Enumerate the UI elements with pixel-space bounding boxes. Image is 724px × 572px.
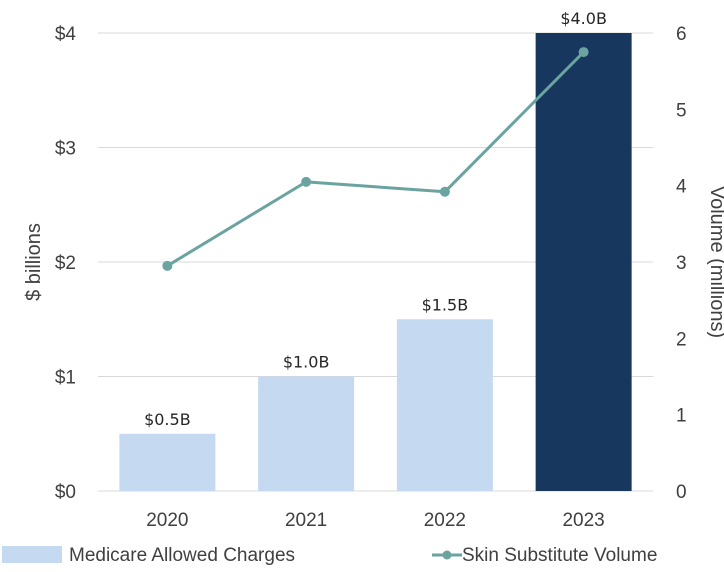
y-axis-title: $ billions <box>23 223 45 301</box>
data-labels: $0.5B $1.0B $1.5B $4.0B <box>144 9 607 429</box>
y2-tick-label: 3 <box>676 253 687 274</box>
y2-tick-label: 5 <box>676 100 687 121</box>
x-tick-label: 2020 <box>146 510 188 531</box>
x-tick-label: 2022 <box>424 510 466 531</box>
x-tick-label: 2023 <box>562 510 604 531</box>
legend-swatch-bars <box>2 546 62 563</box>
y-tick-label: $0 <box>55 482 76 503</box>
y-tick-label: $1 <box>55 368 76 389</box>
y-tick-label: $3 <box>55 139 76 160</box>
y2-tick-label: 4 <box>676 177 687 198</box>
bar-series <box>119 33 632 491</box>
y2-axis-title: Volume (millions) <box>706 186 724 338</box>
volume-point <box>301 176 312 187</box>
bar-data-label: $4.0B <box>560 9 607 28</box>
bar <box>258 376 355 491</box>
legend-swatch-marker <box>442 550 452 560</box>
bar <box>535 33 632 491</box>
volume-point <box>439 186 450 197</box>
bar-data-label: $0.5B <box>144 410 191 429</box>
legend-label-line: Skin Substitute Volume <box>462 545 657 566</box>
y2-tick-label: 1 <box>676 406 687 427</box>
y-tick-label: $2 <box>55 253 76 274</box>
y2-tick-label: 2 <box>676 329 687 350</box>
bar <box>396 319 493 491</box>
y2-tick-label: 0 <box>676 482 687 503</box>
volume-line <box>166 51 585 268</box>
bar-data-label: $1.5B <box>422 295 469 314</box>
bar-data-label: $1.0B <box>283 353 330 372</box>
y-tick-label: $4 <box>55 24 77 45</box>
y-axis-right: 0 1 2 3 4 5 6 <box>676 24 687 503</box>
y-axis-left: $0 $1 $2 $3 $4 <box>55 24 77 503</box>
y2-tick-label: 6 <box>676 24 687 45</box>
legend: Medicare Allowed Charges Skin Substitute… <box>2 545 657 566</box>
legend-label-bars: Medicare Allowed Charges <box>69 545 295 566</box>
x-tick-label: 2021 <box>285 510 327 531</box>
volume-point <box>578 47 589 58</box>
line-series <box>162 47 589 271</box>
bar <box>119 433 216 491</box>
volume-point <box>162 260 173 271</box>
x-axis: 2020 2021 2022 2023 <box>146 510 605 531</box>
